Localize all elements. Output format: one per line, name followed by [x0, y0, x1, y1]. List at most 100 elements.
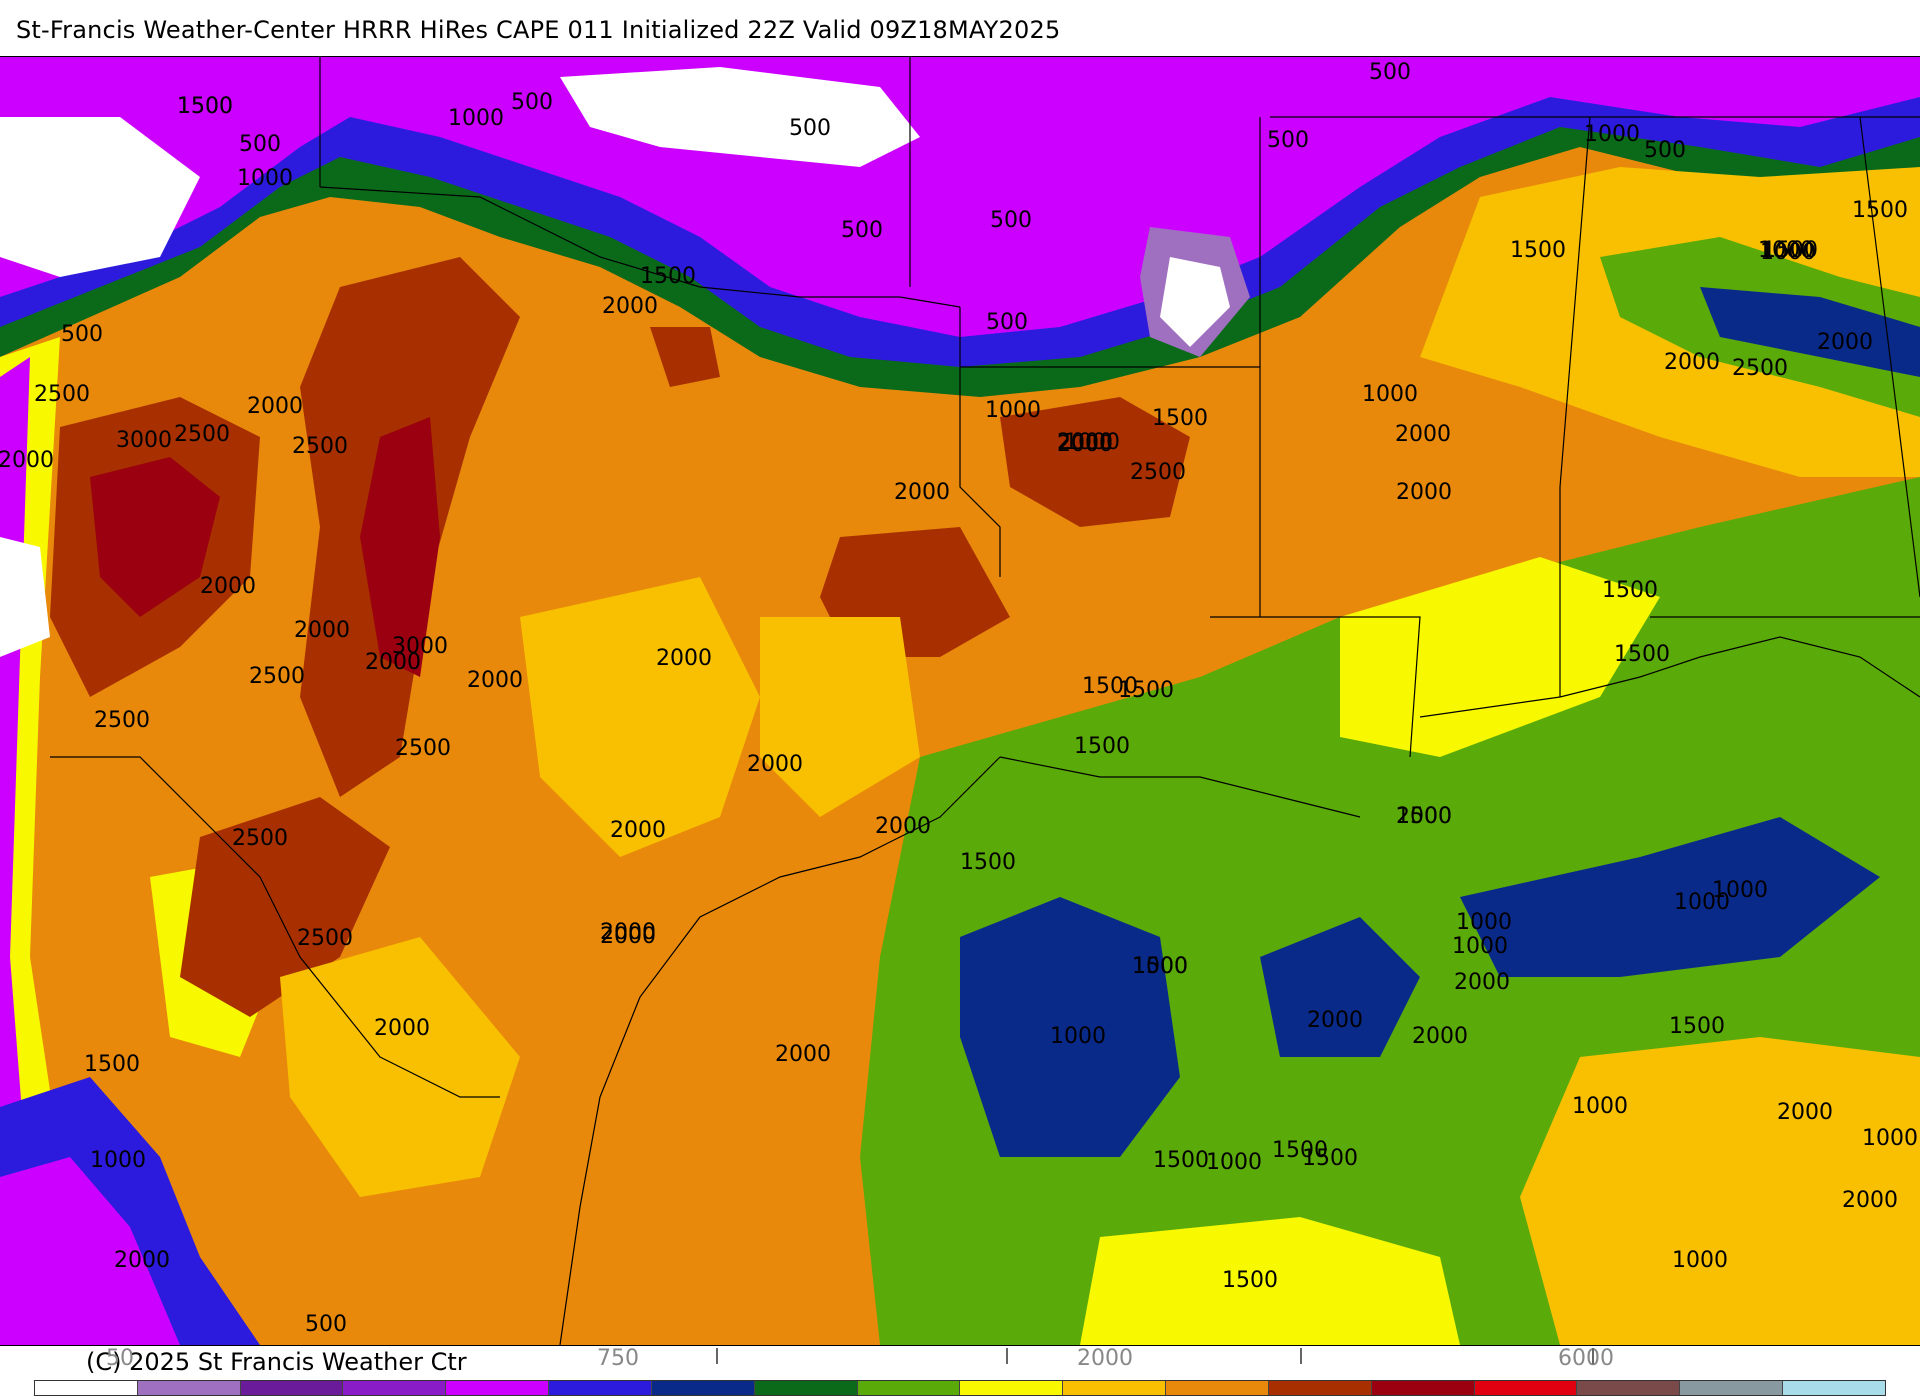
contour-label: 2000	[656, 646, 712, 671]
contour-label: 2000	[747, 752, 803, 777]
contour-label: 2000	[0, 448, 54, 473]
contour-label: 1000	[1206, 1150, 1262, 1175]
colorbar-swatch	[1371, 1381, 1475, 1395]
cape-region-darkred-west	[90, 457, 220, 617]
colorbar-swatch	[857, 1381, 961, 1395]
colorbar-tick-mark	[1592, 1348, 1594, 1364]
cape-region-white-west	[0, 117, 200, 277]
cape-region-gold-gulf	[760, 617, 920, 817]
copyright-text: (C) 2025 St Francis Weather Ctr	[86, 1348, 467, 1376]
map-canvas	[0, 57, 1920, 1345]
cape-region-white-coast	[0, 537, 50, 657]
contour-label: 1000	[1452, 934, 1508, 959]
colorbar-swatch	[343, 1381, 447, 1395]
colorbar-swatch	[1783, 1381, 1885, 1395]
contour-label: 2000	[467, 668, 523, 693]
contour-label: 1500	[640, 264, 696, 289]
colorbar-swatch	[754, 1381, 858, 1395]
cape-region-white-pocket	[1160, 257, 1230, 347]
colorbar-tick-label: 50	[106, 1346, 134, 1371]
colorbar-swatch	[137, 1381, 241, 1395]
contour-label: 2000	[1454, 970, 1510, 995]
contour-label: 2000	[1057, 432, 1113, 457]
contour-label: 2000	[602, 294, 658, 319]
contour-label: 2500	[174, 422, 230, 447]
cape-region-magenta-sw	[0, 1157, 180, 1345]
contour-label: 1000	[448, 106, 504, 131]
contour-label: 2000	[1664, 350, 1720, 375]
contour-label: 500	[1644, 138, 1686, 163]
contour-label: 2000	[114, 1248, 170, 1273]
cape-colorbar	[34, 1380, 1886, 1396]
colorbar-swatch	[446, 1381, 550, 1395]
state-boundaries	[50, 57, 1920, 1345]
colorbar-swatch	[1474, 1381, 1578, 1395]
contour-label: 1000	[1064, 430, 1120, 455]
contour-label: 2000	[1396, 480, 1452, 505]
colorbar-swatch	[1063, 1381, 1167, 1395]
colorbar-swatch	[1268, 1381, 1372, 1395]
contour-label: 1500	[960, 850, 1016, 875]
contour-label: 2000	[1817, 330, 1873, 355]
contour-label: 2000	[1842, 1188, 1898, 1213]
colorbar-swatch	[549, 1381, 652, 1395]
contour-label: 1500	[1669, 1014, 1725, 1039]
contour-label: 1000	[237, 166, 293, 191]
contour-label: 1500	[1762, 238, 1818, 263]
contour-label: 500	[986, 310, 1028, 335]
contour-label: 1500	[177, 94, 233, 119]
contour-label: 1000	[1456, 910, 1512, 935]
cape-region-magenta	[0, 57, 1920, 337]
cape-region-navy-se	[1460, 817, 1880, 977]
title-bar: St-Francis Weather-Center HRRR HiRes CAP…	[0, 0, 1920, 56]
colorbar-tick-label: 750	[597, 1346, 639, 1371]
contour-label: 1500	[1118, 678, 1174, 703]
contour-label: 2000	[1777, 1100, 1833, 1125]
contour-label: 2000	[610, 818, 666, 843]
colorbar-tick-label: 2000	[1077, 1346, 1133, 1371]
contour-label: 500	[305, 1312, 347, 1337]
colorbar-tick-mark	[716, 1348, 718, 1364]
contour-label: 1000	[1712, 878, 1768, 903]
cape-region-white-north	[560, 67, 920, 167]
cape-region-rust-south	[180, 797, 390, 1017]
contour-label: 1000	[1132, 954, 1188, 979]
contour-label: 2000	[247, 394, 303, 419]
contour-label: 2000	[1395, 422, 1451, 447]
contour-label: 500	[841, 218, 883, 243]
contour-label: 1000	[1672, 1248, 1728, 1273]
cape-region-yellow-east	[1340, 557, 1660, 757]
cape-region-navy-gulf-2	[1260, 917, 1420, 1057]
contour-label: 1500	[1132, 954, 1188, 979]
contour-label: 2000	[600, 924, 656, 949]
contour-label: 2000	[200, 574, 256, 599]
contour-label: 500	[239, 132, 281, 157]
map-title: St-Francis Weather-Center HRRR HiRes CAP…	[16, 16, 1061, 44]
colorbar-tick-label: 6000	[1558, 1346, 1614, 1371]
contour-label: 2000	[294, 618, 350, 643]
cape-region-yellow-south	[1080, 1217, 1460, 1345]
cape-region-gold-se	[1520, 1037, 1920, 1345]
cape-region-rust-small	[650, 327, 720, 387]
contour-label: 2000	[374, 1016, 430, 1041]
cape-region-gold-central	[520, 577, 760, 857]
contour-label: 2000	[1307, 1008, 1363, 1033]
contour-label: 1500	[1222, 1268, 1278, 1293]
contour-label: 3000	[392, 634, 448, 659]
colorbar-swatch	[651, 1381, 755, 1395]
contour-label: 2500	[292, 434, 348, 459]
contour-label: 1500	[1272, 1138, 1328, 1163]
contour-label: 500	[61, 322, 103, 347]
contour-label: 1000	[1758, 238, 1814, 263]
contour-label: 500	[1369, 60, 1411, 85]
colorbar-tick-mark	[1006, 1348, 1008, 1364]
cape-map[interactable]: 1500 1000 500 1000 500 500 1000 500 500 500 500 150…	[0, 56, 1920, 1346]
colorbar-swatch	[960, 1381, 1064, 1395]
colorbar-swatch	[240, 1381, 344, 1395]
contour-label: 2500	[249, 664, 305, 689]
contour-label: 2000	[1057, 430, 1113, 455]
contour-label: 2500	[297, 926, 353, 951]
contour-label: 1000	[90, 1148, 146, 1173]
contour-label: 1500	[1153, 1148, 1209, 1173]
